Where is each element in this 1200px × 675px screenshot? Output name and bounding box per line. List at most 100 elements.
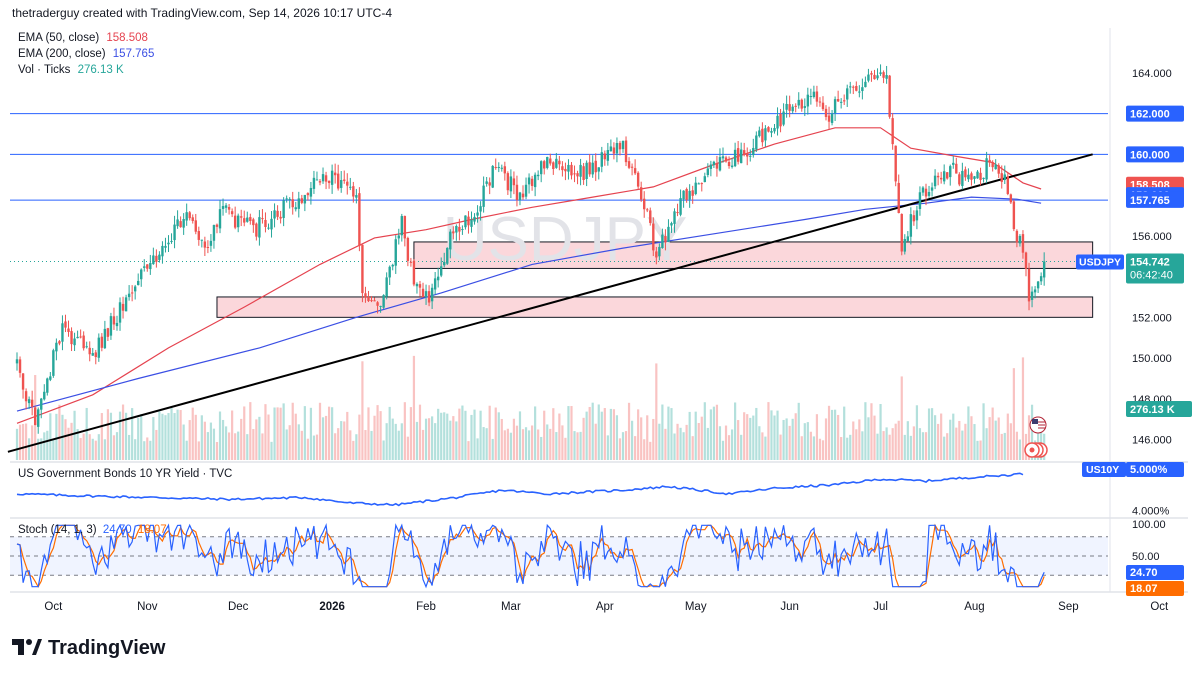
candle-body (436, 276, 440, 281)
candle-body (918, 192, 922, 209)
volume-bar (933, 415, 937, 460)
candle-body (197, 231, 200, 240)
candle-body (755, 135, 758, 150)
candle-body (1027, 268, 1031, 302)
candle-body (412, 260, 416, 285)
volume-bar (837, 414, 840, 460)
candle-body (682, 190, 685, 200)
volume-bar (915, 405, 919, 460)
volume-bar (82, 433, 85, 460)
volume-bar (785, 418, 788, 460)
volume-bar (937, 423, 940, 460)
volume-bar (667, 406, 670, 460)
candle-body (240, 216, 243, 218)
volume-bar (24, 423, 28, 460)
volume-bar (537, 429, 540, 460)
volume-bar (573, 431, 576, 460)
candle-body (191, 217, 194, 221)
volume-bar (864, 402, 867, 460)
tradingview-brand: TradingView (48, 636, 166, 659)
volume-bar (315, 434, 319, 460)
yield-pane: 4.000% US10Y 5.000% (16, 462, 1184, 517)
volume-bar (873, 415, 876, 460)
candle-body (176, 219, 179, 227)
volume-bar (927, 408, 931, 460)
candle-body (49, 376, 52, 380)
candle-body (200, 239, 204, 241)
volume-bar (579, 431, 582, 460)
candle-body (170, 240, 173, 242)
chart-attribution: thetraderguy created with TradingView.co… (12, 6, 392, 20)
legend-ema200-value: 157.765 (112, 48, 155, 60)
price-candles (15, 64, 1046, 434)
volume-bar (279, 407, 282, 460)
candle-body (140, 269, 143, 280)
volume-bar (155, 429, 158, 460)
volume-bar (652, 418, 655, 460)
volume-bar (467, 441, 470, 460)
candle-body (964, 169, 967, 178)
volume-bar (106, 409, 109, 460)
yield-pane-title[interactable]: US Government Bonds 10 YR Yield · TVC (18, 468, 233, 480)
stochastic-pane: 100.00 50.00 24.70 18.07 (10, 519, 1184, 596)
volume-bar (331, 407, 334, 460)
volume-bar (946, 433, 949, 460)
volume-bar (494, 407, 497, 460)
volume-bar (188, 420, 191, 460)
candle-body (524, 184, 528, 197)
volume-bar (228, 432, 231, 460)
volume-bar (967, 406, 970, 460)
volume-bar (473, 409, 476, 460)
legend-ema50-label: EMA (50, close) (18, 32, 100, 44)
volume-bar (973, 424, 976, 460)
volume-bar (840, 437, 843, 460)
legend-ema50[interactable]: EMA (50, close) 158.508 (18, 32, 148, 44)
volume-bar (443, 412, 446, 460)
candle-body (303, 194, 307, 204)
volume-bar (400, 423, 403, 460)
volume-bar (303, 406, 306, 460)
candle-body (694, 182, 697, 195)
volume-bar (961, 430, 964, 460)
volume-bar (497, 412, 500, 460)
volume-bar (491, 438, 494, 460)
candle-body (597, 167, 600, 172)
volume-bar (46, 430, 49, 460)
candle-body (552, 162, 555, 169)
candle-body (336, 173, 340, 189)
volume-bar (846, 437, 849, 460)
volume-bar (658, 423, 661, 460)
volume-bar (337, 428, 340, 460)
candle-body (618, 142, 622, 150)
volume-bar (427, 418, 431, 460)
candle-body (209, 240, 213, 246)
candle-body (376, 302, 379, 306)
candle-body (636, 172, 640, 187)
volume-bar (585, 411, 588, 460)
volume-bar (143, 441, 146, 460)
volume-bar (861, 431, 864, 460)
volume-bar (549, 428, 552, 460)
volume-bar (327, 406, 331, 460)
candle-body (842, 100, 846, 102)
candle-body (770, 131, 773, 133)
candle-body (33, 407, 37, 426)
volume-bar (288, 425, 291, 460)
legend-volume[interactable]: Vol · Ticks 276.13 K (18, 64, 124, 76)
candle-body (688, 190, 691, 200)
volume-bar (691, 436, 694, 460)
legend-ema200[interactable]: EMA (200, close) 157.765 (18, 48, 154, 60)
candle-body (194, 220, 197, 232)
volume-bar (340, 421, 343, 460)
tradingview-footer[interactable]: TradingView (12, 636, 165, 660)
volume-bar (779, 434, 782, 460)
y-tick-label: 150.000 (1132, 353, 1172, 365)
stoch-legend[interactable]: Stoch (14, 1, 3) 24.70 18.07 (18, 524, 167, 536)
volume-bar (952, 413, 955, 460)
last-price-countdown: 06:42:40 (1130, 269, 1173, 281)
candle-body (803, 106, 806, 108)
volume-bar (740, 434, 743, 460)
candle-body (782, 111, 785, 125)
price-zone (413, 241, 1094, 269)
trendline (7, 153, 1093, 453)
